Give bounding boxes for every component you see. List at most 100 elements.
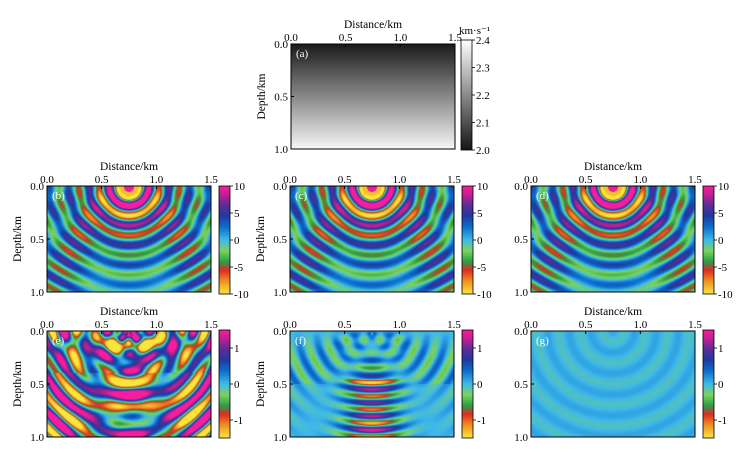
panel-d-label: (d) [536, 190, 549, 202]
panel-d-field [531, 186, 695, 292]
panel-b-colorbar-label: 0 [234, 235, 240, 247]
panel-a-ytick-label: 0.5 [274, 92, 288, 104]
panel-d-xlabel: Distance/km [584, 161, 642, 173]
panel-a-xtick-label: 0.5 [339, 32, 353, 44]
panel-c-ytick-label: 0.0 [273, 181, 287, 193]
panel-f-colorbar-label: 0 [477, 379, 483, 391]
panel-c-colorbar-label: 10 [477, 181, 489, 193]
panel-d-ytick-label: 0.5 [514, 234, 528, 246]
panel-f-field [290, 331, 454, 437]
panel-a-xtick-label: 1.5 [448, 32, 462, 44]
panel-b-ylabel: Depth/km [12, 216, 24, 262]
panel-e: (e)0.0 0.5 1.0 1.50.00.51.0Distance/kmDepth… [12, 306, 243, 444]
panel-e-xlabel: Distance/km [100, 306, 158, 318]
panel-d-xtick-label: 1.0 [633, 174, 647, 186]
panel-e-field [47, 331, 211, 437]
panel-c-label: (c) [295, 190, 308, 202]
panel-a-colorbar-unit: km·s⁻¹ [459, 25, 490, 37]
panel-f-xtick-label: 0.0 [283, 319, 297, 331]
panel-g-xlabel: Distance/km [584, 306, 642, 318]
panel-a-label: (a) [296, 48, 309, 60]
panel-e-colorbar-label: 0 [234, 379, 240, 391]
panel-b-colorbar [218, 185, 231, 295]
panel-e-xtick-label: 1.5 [204, 319, 218, 331]
panel-b-colorbar-label: -10 [234, 289, 249, 301]
panel-a-colorbar-label: 2.4 [476, 35, 490, 47]
panel-d-colorbar-label: -5 [718, 262, 728, 274]
panel-d-xtick-label: 1.5 [688, 174, 702, 186]
panel-b-xtick-label: 0.5 [95, 174, 109, 186]
panel-e-xtick-label: 0.0 [40, 319, 54, 331]
panel-b-colorbar-label: -5 [234, 262, 244, 274]
panel-b-colorbar-label: 5 [234, 208, 240, 220]
panel-b-xtick-label: 1.5 [204, 174, 218, 186]
panel-f-label: (f) [295, 335, 306, 347]
panel-g-xtick-label: 1.5 [688, 319, 702, 331]
panel-f-colorbar-label: -1 [477, 415, 486, 427]
panel-b-field [47, 186, 211, 292]
panel-c: (c) 0.0 0.5 1.0 1.5 0.0 0.5 1.0 Depth/km 10 5 0 -5 -1… [255, 174, 492, 301]
panel-f-ytick-label: 1.0 [273, 432, 287, 444]
panel-g-colorbar [702, 329, 715, 439]
panel-g-xtick-label: 0.5 [579, 319, 593, 331]
panel-f-colorbar-label: 1 [477, 343, 483, 355]
panel-c-colorbar-label: -10 [477, 289, 492, 301]
panels-layer: (a)0.0 0.5 1.0 1.50.00.51.0Distance/kmDepth… [12, 19, 733, 444]
panel-b-xtick-label: 1.0 [149, 174, 163, 186]
panel-g-colorbar-label: 0 [718, 379, 724, 391]
panel-e-ylabel: Depth/km [12, 361, 24, 407]
panel-c-colorbar [461, 185, 474, 295]
panel-c-ylabel: Depth/km [255, 216, 267, 262]
panel-e-colorbar-label: 1 [234, 343, 240, 355]
panel-g-ytick-label: 1.0 [514, 432, 528, 444]
panel-d-colorbar-label: 10 [718, 181, 730, 193]
panel-d-colorbar-label: 5 [718, 208, 724, 220]
panel-e-colorbar [218, 329, 231, 439]
panel-e-ytick-label: 0.0 [30, 326, 44, 338]
panel-a-xlabel: Distance/km [344, 19, 402, 31]
panel-f-xtick-label: 1.5 [447, 319, 461, 331]
panel-a-colorbar [460, 39, 473, 151]
panel-g-xtick-label: 0.0 [524, 319, 538, 331]
panel-g-ytick-label: 0.0 [514, 326, 528, 338]
panel-e-ytick-label: 0.5 [30, 379, 44, 391]
panel-a-colorbar-label: 2.3 [476, 63, 490, 75]
panel-c-colorbar-label: 0 [477, 235, 483, 247]
panel-a-ytick-label: 1.0 [274, 144, 288, 156]
panel-c-colorbar-label: -5 [477, 262, 487, 274]
panel-d-colorbar [702, 185, 715, 295]
panel-f-ylabel: Depth/km [255, 361, 267, 407]
panel-g-field [531, 331, 695, 437]
panel-a-xtick-label: 1.0 [393, 32, 407, 44]
panel-a-colorbar-label: 2.2 [476, 90, 490, 102]
panel-e-colorbar-label: -1 [234, 415, 243, 427]
panel-g-label: (g) [536, 335, 549, 347]
panel-c-colorbar-label: 5 [477, 208, 483, 220]
panel-e-ytick-label: 1.0 [30, 432, 44, 444]
panel-d-ytick-label: 1.0 [514, 287, 528, 299]
panel-c-ytick-label: 1.0 [273, 287, 287, 299]
panel-d: (d)0.0 0.5 1.0 1.50.00.51.0Distance/km1050-… [514, 161, 733, 301]
panel-d-colorbar-label: -10 [718, 289, 733, 301]
panel-g-ytick-label: 0.5 [514, 379, 528, 391]
panel-f: (f) 0.0 0.5 1.0 1.5 0.0 0.5 1.0 Depth/km 1 0 -1 [255, 319, 486, 444]
panel-e-label: (e) [52, 335, 65, 347]
panel-d-xtick-label: 0.5 [579, 174, 593, 186]
panel-d-colorbar-label: 0 [718, 235, 724, 247]
panel-c-ytick-label: 0.5 [273, 234, 287, 246]
panel-b-ytick-label: 1.0 [30, 287, 44, 299]
panel-b-label: (b) [52, 190, 65, 202]
panel-c-xtick-label: 0.5 [338, 174, 352, 186]
panel-c-xtick-label: 1.5 [447, 174, 461, 186]
panel-e-xtick-label: 1.0 [149, 319, 163, 331]
panel-a-field [291, 44, 455, 149]
panel-a-colorbar-label: 2.0 [476, 145, 490, 157]
panel-g-colorbar-label: 1 [718, 343, 724, 355]
panel-f-ytick-label: 0.5 [273, 379, 287, 391]
panel-d-xtick-label: 0.0 [524, 174, 538, 186]
panel-b-ytick-label: 0.5 [30, 234, 44, 246]
panel-f-xtick-label: 1.0 [392, 319, 406, 331]
panel-a-colorbar-label: 2.1 [476, 118, 490, 130]
panel-g-xtick-label: 1.0 [633, 319, 647, 331]
